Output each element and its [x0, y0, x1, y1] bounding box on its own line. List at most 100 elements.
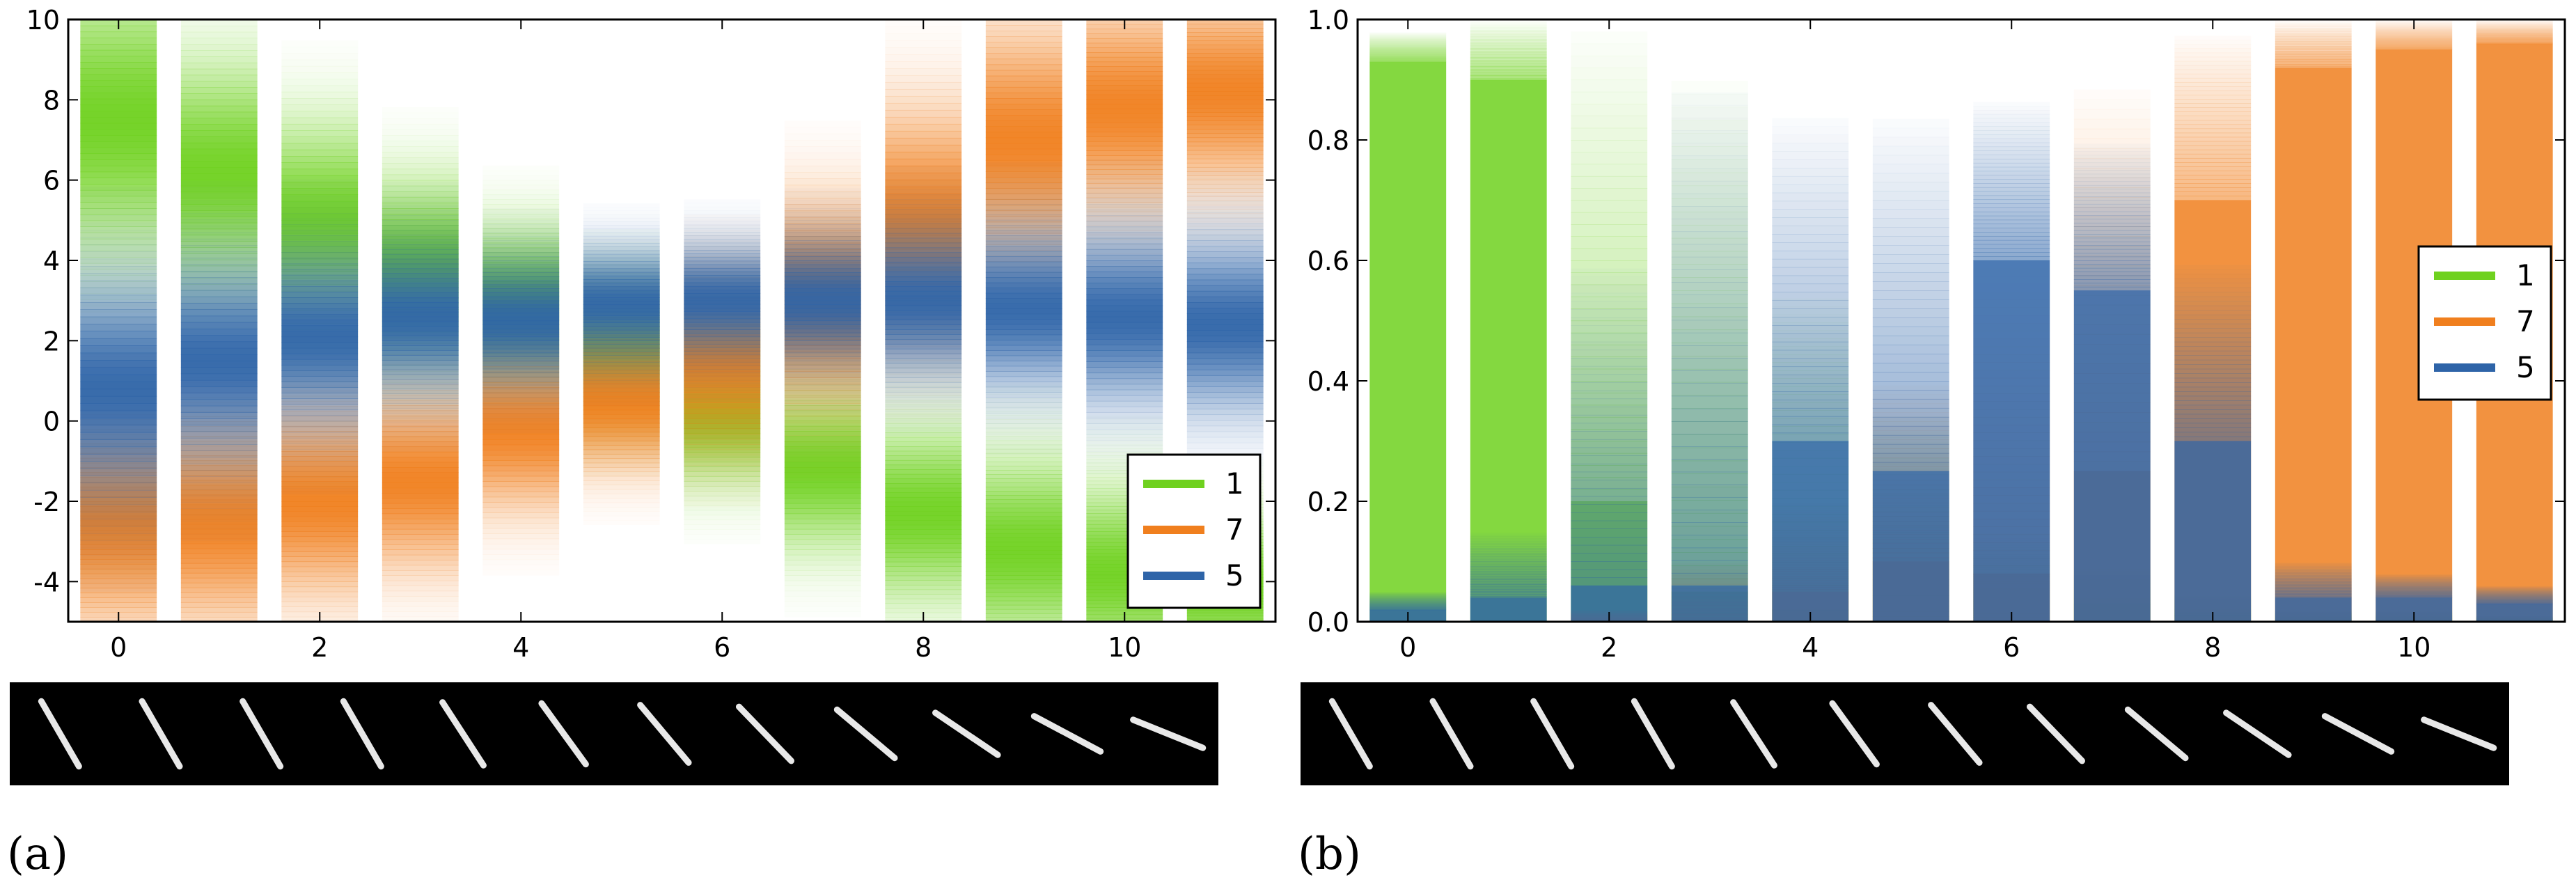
- band-7: [885, 144, 962, 152]
- band-1: [985, 495, 1062, 501]
- band-7: [784, 204, 861, 212]
- band-5: [885, 305, 962, 311]
- band-1: [885, 450, 962, 456]
- band-1: [583, 246, 660, 252]
- band-1: [985, 613, 1062, 618]
- band-1: [885, 557, 962, 563]
- band-7: [684, 397, 761, 403]
- band-1: [684, 457, 761, 463]
- band-5: [80, 489, 157, 498]
- band-5: [180, 219, 258, 227]
- fade-5: [2275, 579, 2352, 581]
- fade-5: [1571, 317, 1648, 327]
- band-7: [885, 186, 962, 194]
- fade-1: [1671, 421, 1748, 435]
- band-1: [1086, 517, 1163, 521]
- fade-5: [1872, 155, 1949, 165]
- band-7: [684, 340, 761, 346]
- band-5: [684, 366, 761, 370]
- band-1: [80, 202, 157, 209]
- band-5: [885, 334, 962, 340]
- band-5: [985, 428, 1062, 434]
- band-5: [985, 261, 1062, 267]
- band-5: [482, 364, 560, 370]
- band-5: [684, 395, 760, 399]
- band-5: [382, 297, 459, 303]
- band-5: [482, 300, 560, 306]
- band-1: [1086, 484, 1163, 489]
- band-5: [482, 212, 559, 217]
- band-5: [985, 219, 1062, 226]
- fade-5: [1872, 416, 1949, 427]
- band-5: [482, 368, 560, 374]
- band-7: [785, 134, 861, 141]
- band-5: [784, 300, 861, 306]
- band-5: [785, 192, 861, 196]
- band-7: [1086, 94, 1163, 100]
- band-1: [784, 590, 861, 597]
- band-5: [885, 276, 962, 282]
- band-7: [583, 489, 660, 494]
- fade-5: [2476, 595, 2553, 597]
- band-5: [281, 342, 359, 349]
- fade-5: [2174, 341, 2252, 347]
- fade-5: [2275, 568, 2352, 570]
- band-1: [885, 584, 962, 590]
- strip-column-7: [2073, 99, 2151, 622]
- x-axis: 0 2 4 6 8 10: [1399, 19, 2430, 663]
- band-5: [985, 345, 1062, 351]
- band-5: [281, 477, 358, 483]
- band-7: [1186, 175, 1264, 180]
- band-5: [382, 220, 459, 226]
- band-7: [985, 36, 1062, 42]
- band-1: [784, 415, 861, 421]
- fade-5: [1369, 606, 1447, 607]
- fade-1: [1369, 42, 1447, 44]
- band-7: [281, 411, 359, 417]
- band-5: [80, 201, 157, 209]
- fade-5: [1369, 593, 1447, 595]
- band-1: [1186, 618, 1264, 622]
- fade-1: [1571, 188, 1648, 201]
- band-5: [281, 359, 359, 366]
- fade-5: [1571, 414, 1648, 424]
- band-7: [583, 409, 660, 415]
- band-5: [1186, 420, 1264, 427]
- band-1: [281, 226, 359, 234]
- band-5: [1086, 367, 1163, 374]
- band-1: [1086, 505, 1163, 510]
- band-1: [80, 262, 157, 270]
- fade-7: [2174, 52, 2252, 58]
- band-5: [281, 482, 358, 489]
- band-1: [583, 454, 660, 460]
- fade-5: [1973, 228, 2050, 233]
- fade-5: [1671, 104, 1748, 118]
- band-5: [1186, 437, 1264, 443]
- band-7: [1086, 174, 1163, 180]
- band-1: [684, 534, 760, 540]
- panel-label-b: (b): [1298, 829, 1361, 880]
- fade-5: [2073, 170, 2151, 175]
- band-1: [885, 492, 962, 498]
- band-7: [482, 398, 560, 404]
- fade-5: [1772, 234, 1849, 243]
- fade-5: [2174, 418, 2252, 424]
- band-5: [482, 329, 560, 333]
- fade-5: [2275, 586, 2352, 588]
- fade-1: [1571, 320, 1648, 333]
- fade-1: [1369, 57, 1447, 58]
- fade-5: [2275, 594, 2352, 596]
- band-7: [985, 126, 1062, 133]
- band-5: [583, 293, 660, 298]
- band-5: [382, 225, 459, 230]
- band-1: [885, 409, 962, 415]
- band-1: [180, 278, 258, 285]
- band-5: [180, 470, 258, 477]
- band-7: [180, 611, 258, 618]
- fade-1: [1470, 54, 1547, 56]
- fade-5: [2073, 211, 2151, 216]
- band-5: [1186, 257, 1264, 264]
- fade-5: [2375, 595, 2453, 597]
- band-1: [482, 171, 559, 176]
- band-5: [1186, 212, 1264, 219]
